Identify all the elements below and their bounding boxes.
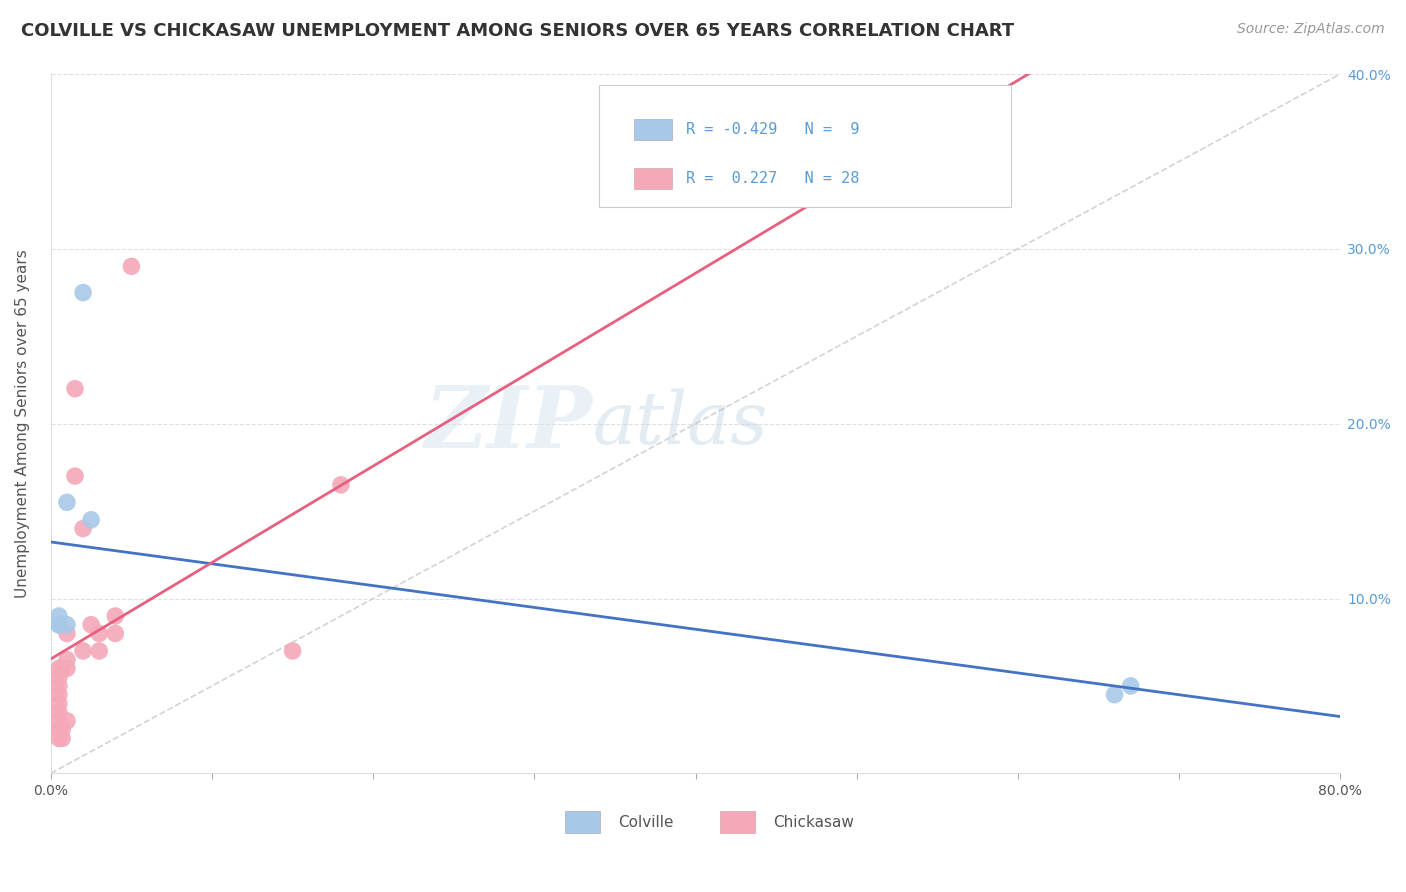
Point [48,688,70,702]
Point [72,644,94,658]
Point [72,522,94,536]
Point [63,469,86,483]
Point [120,260,142,274]
Point [51,723,73,737]
Point [56,626,79,640]
Point [1119,679,1142,693]
Point [56,714,79,728]
Text: Chickasaw: Chickasaw [773,814,853,830]
Point [104,609,127,624]
Point [48,714,70,728]
Point [48,679,70,693]
Point [56,661,79,675]
Point [63,382,86,396]
Point [48,617,70,632]
Text: ZIP: ZIP [425,382,592,466]
Text: Colville: Colville [619,814,673,830]
Point [48,670,70,684]
Point [48,617,70,632]
FancyBboxPatch shape [634,119,672,140]
Point [1104,688,1126,702]
Point [329,478,352,492]
Point [48,609,70,624]
Point [80,513,103,527]
Point [48,705,70,719]
Point [48,731,70,746]
Point [89,644,111,658]
Text: atlas: atlas [592,388,768,459]
FancyBboxPatch shape [599,85,1011,207]
Point [51,731,73,746]
Text: COLVILLE VS CHICKASAW UNEMPLOYMENT AMONG SENIORS OVER 65 YEARS CORRELATION CHART: COLVILLE VS CHICKASAW UNEMPLOYMENT AMONG… [21,22,1014,40]
Point [56,495,79,509]
FancyBboxPatch shape [565,811,600,833]
Point [281,644,304,658]
Point [48,723,70,737]
Point [48,697,70,711]
Point [48,661,70,675]
Point [56,653,79,667]
FancyBboxPatch shape [634,168,672,189]
Text: R = -0.429   N =  9: R = -0.429 N = 9 [686,122,860,137]
Text: R =  0.227   N = 28: R = 0.227 N = 28 [686,170,860,186]
Point [56,617,79,632]
Text: Source: ZipAtlas.com: Source: ZipAtlas.com [1237,22,1385,37]
Point [104,626,127,640]
Point [51,661,73,675]
Point [80,617,103,632]
Y-axis label: Unemployment Among Seniors over 65 years: Unemployment Among Seniors over 65 years [15,249,30,598]
FancyBboxPatch shape [720,811,755,833]
Point [72,285,94,300]
Point [89,626,111,640]
